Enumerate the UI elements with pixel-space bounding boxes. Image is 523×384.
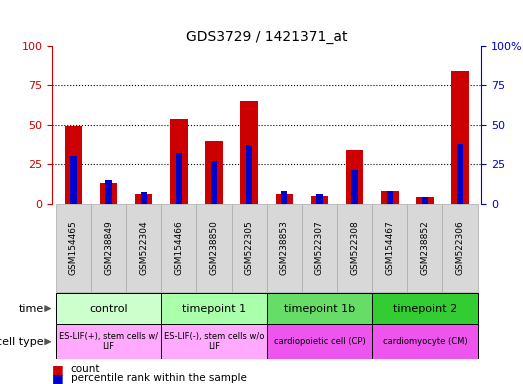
Bar — [372, 324, 477, 359]
Text: GSM154466: GSM154466 — [174, 220, 184, 275]
Bar — [105, 180, 112, 204]
Bar — [161, 324, 267, 359]
Text: ■: ■ — [52, 372, 64, 384]
Text: GSM522304: GSM522304 — [139, 220, 148, 275]
Text: timepoint 2: timepoint 2 — [393, 303, 457, 314]
Bar — [176, 153, 182, 204]
Bar — [246, 145, 252, 204]
Bar — [126, 204, 161, 292]
Text: GSM238849: GSM238849 — [104, 220, 113, 275]
Bar — [281, 191, 288, 204]
Bar — [170, 119, 188, 204]
Text: GSM522308: GSM522308 — [350, 220, 359, 275]
Text: percentile rank within the sample: percentile rank within the sample — [71, 373, 246, 383]
Text: cardiomyocyte (CM): cardiomyocyte (CM) — [383, 337, 467, 346]
Bar — [161, 204, 197, 292]
Bar — [205, 141, 223, 204]
Text: control: control — [89, 303, 128, 314]
Bar — [416, 197, 434, 204]
Text: time: time — [18, 303, 44, 314]
Bar — [56, 324, 161, 359]
Bar — [442, 204, 477, 292]
Bar — [386, 191, 393, 204]
Bar — [381, 191, 399, 204]
Bar — [161, 293, 267, 324]
Title: GDS3729 / 1421371_at: GDS3729 / 1421371_at — [186, 30, 347, 44]
Text: GSM522307: GSM522307 — [315, 220, 324, 275]
Text: GSM154467: GSM154467 — [385, 220, 394, 275]
Bar — [65, 126, 82, 204]
Bar — [267, 324, 372, 359]
Bar — [451, 71, 469, 204]
Bar — [276, 194, 293, 204]
Bar — [100, 183, 117, 204]
Bar — [346, 150, 363, 204]
Bar — [197, 204, 232, 292]
Text: ES-LIF(+), stem cells w/
LIF: ES-LIF(+), stem cells w/ LIF — [59, 332, 158, 351]
Bar — [351, 170, 358, 204]
Bar — [241, 101, 258, 204]
Bar — [407, 204, 442, 292]
Bar — [56, 204, 91, 292]
Bar — [91, 204, 126, 292]
Text: GSM238853: GSM238853 — [280, 220, 289, 275]
Bar — [267, 293, 372, 324]
Bar — [457, 144, 463, 204]
Bar — [302, 204, 337, 292]
Bar — [372, 293, 477, 324]
Text: ■: ■ — [52, 363, 64, 376]
Bar — [311, 196, 328, 204]
Text: GSM154465: GSM154465 — [69, 220, 78, 275]
Bar — [337, 204, 372, 292]
Bar — [135, 194, 153, 204]
Bar — [422, 197, 428, 204]
Bar — [141, 192, 147, 204]
Text: timepoint 1b: timepoint 1b — [284, 303, 355, 314]
Text: GSM238852: GSM238852 — [420, 220, 429, 275]
Text: ES-LIF(-), stem cells w/o
LIF: ES-LIF(-), stem cells w/o LIF — [164, 332, 264, 351]
Text: timepoint 1: timepoint 1 — [182, 303, 246, 314]
Bar — [316, 194, 323, 204]
Bar — [70, 156, 76, 204]
Bar — [56, 293, 161, 324]
Text: GSM522305: GSM522305 — [245, 220, 254, 275]
Bar — [211, 161, 217, 204]
Text: cardiopoietic cell (CP): cardiopoietic cell (CP) — [274, 337, 366, 346]
Bar — [372, 204, 407, 292]
Text: cell type: cell type — [0, 337, 44, 347]
Text: GSM238850: GSM238850 — [210, 220, 219, 275]
Bar — [267, 204, 302, 292]
Bar — [232, 204, 267, 292]
Text: GSM522306: GSM522306 — [456, 220, 464, 275]
Text: count: count — [71, 364, 100, 374]
